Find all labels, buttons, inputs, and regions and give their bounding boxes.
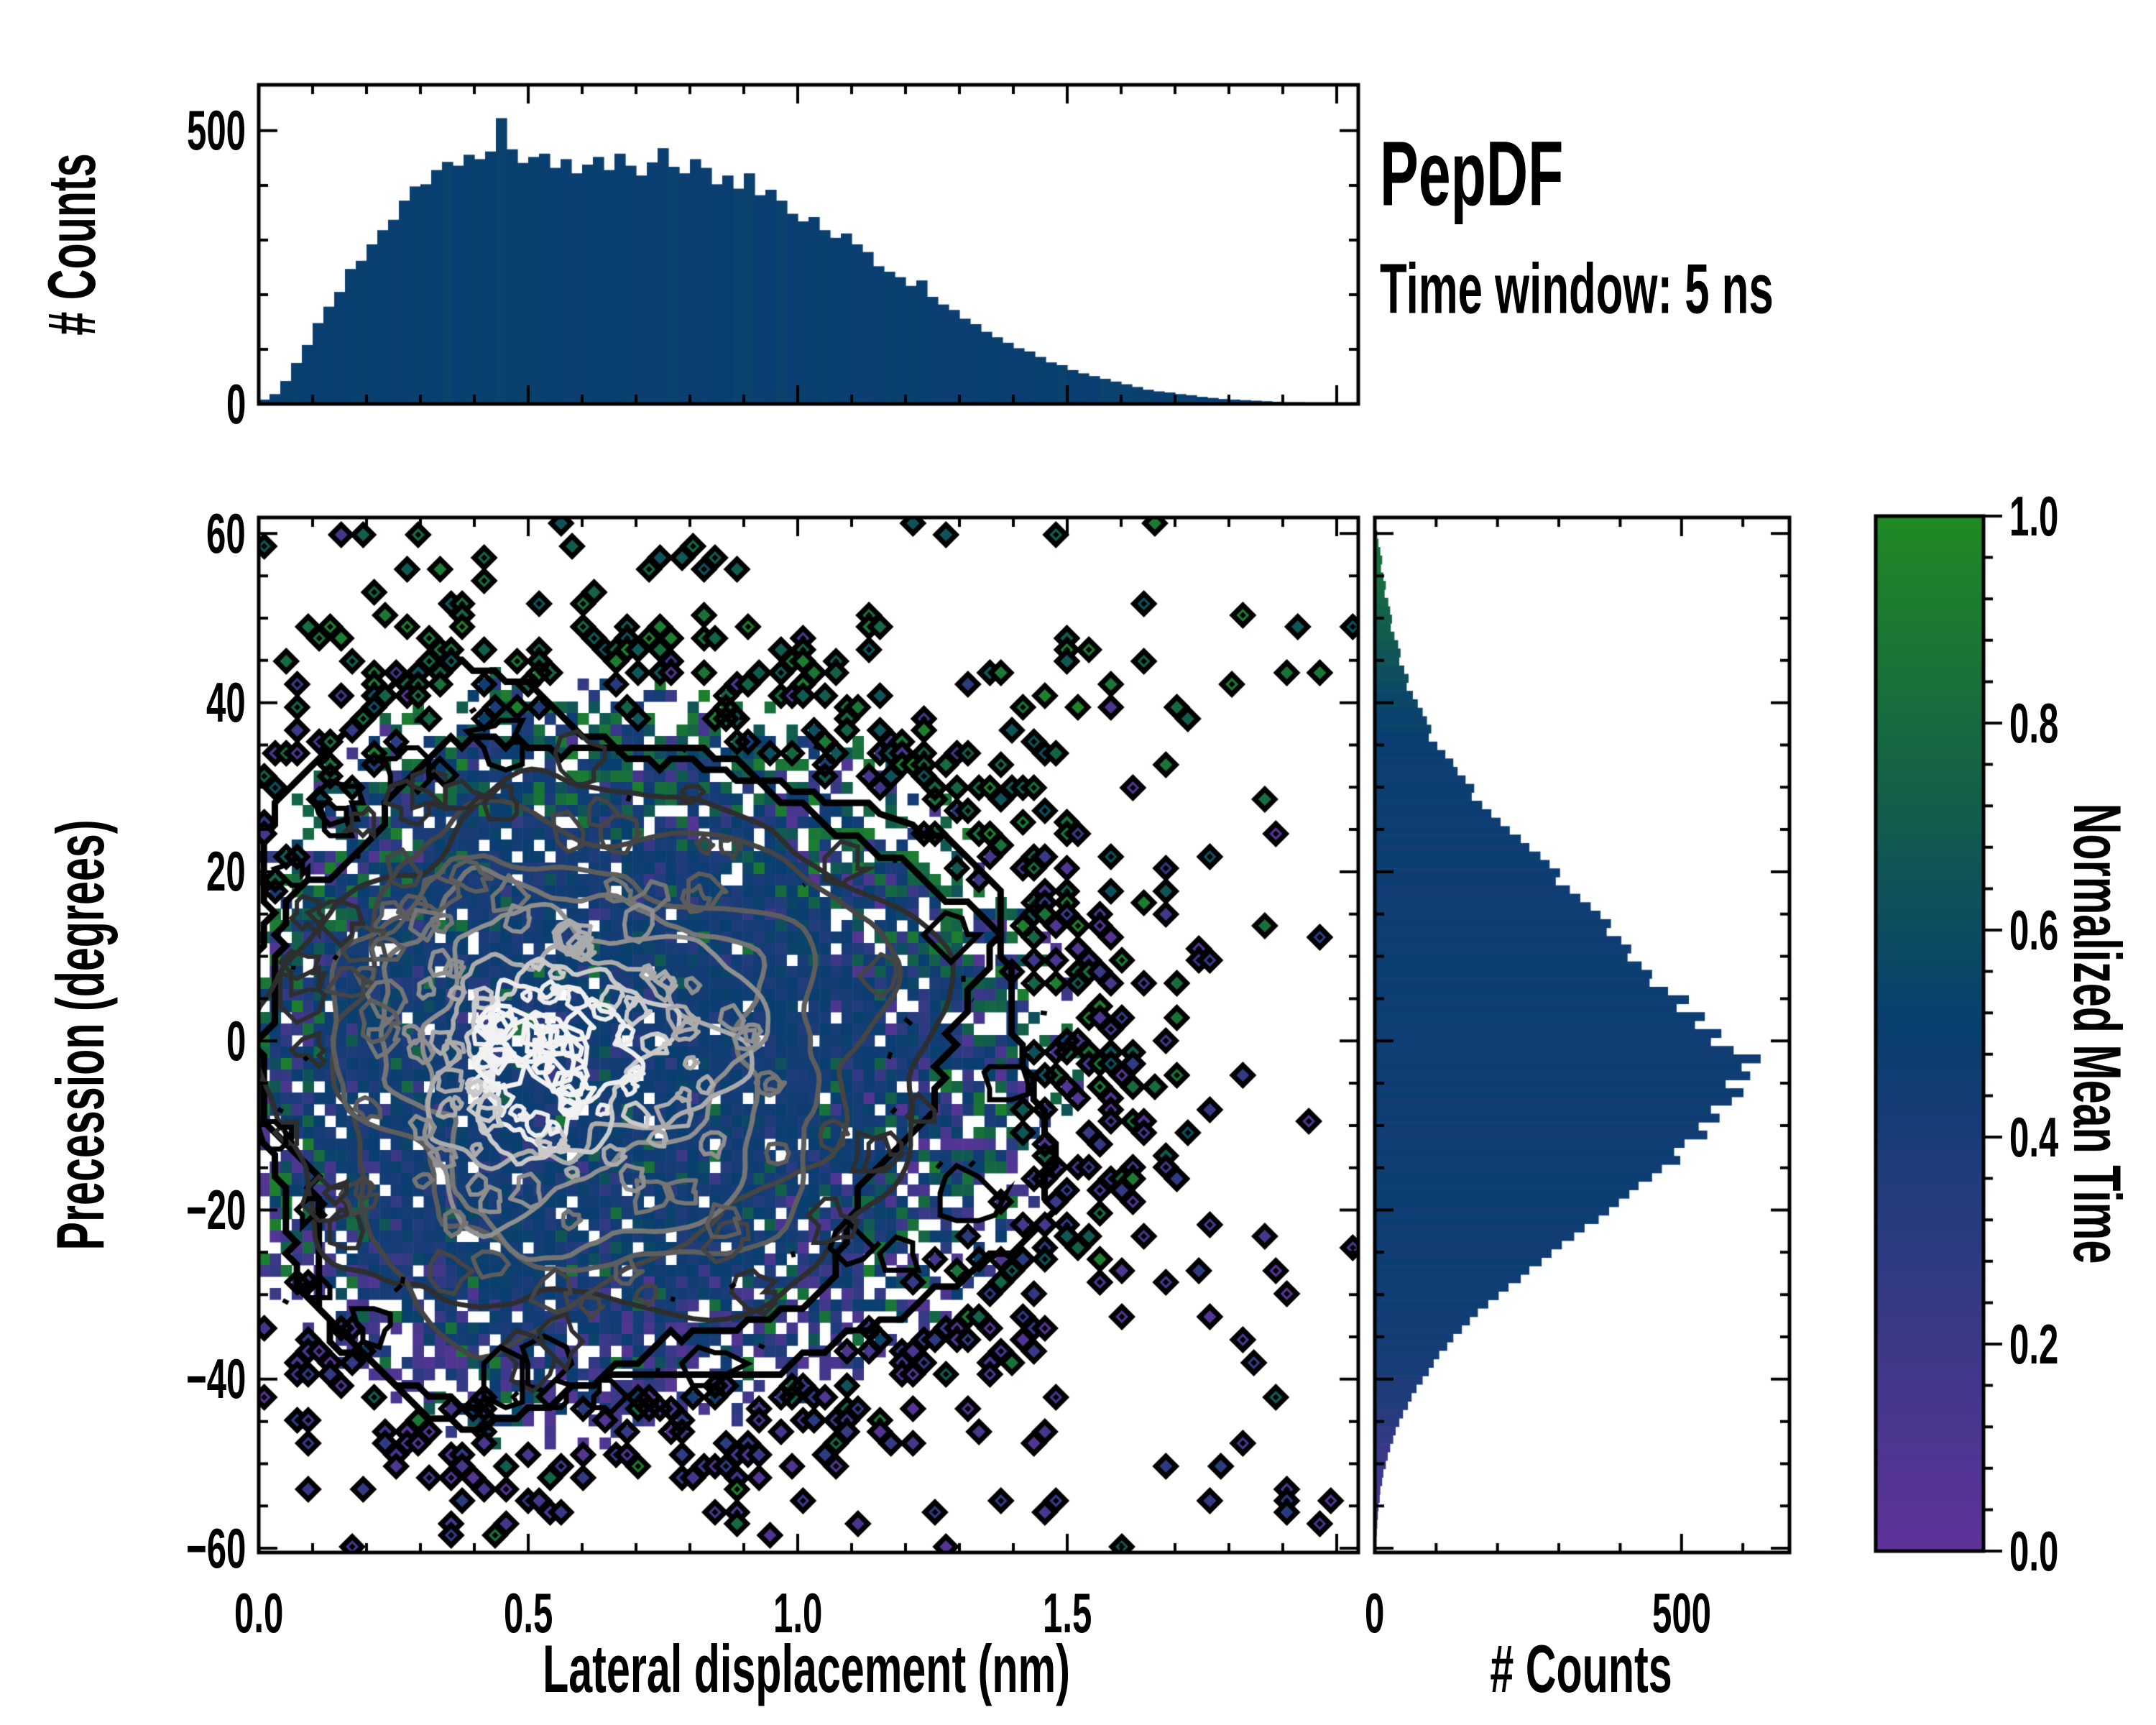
main-xtick-1.0: 1.0 xyxy=(773,1581,823,1644)
right-hist-xtick-0: 0 xyxy=(1365,1581,1385,1644)
main-ytick-0: 0 xyxy=(226,1008,247,1072)
colorbar-tick-0.6: 0.6 xyxy=(2009,898,2059,962)
main-ytick-20: 20 xyxy=(206,840,246,903)
main-ytick-40: 40 xyxy=(206,671,246,735)
plot-title: PepDF xyxy=(1380,122,1564,226)
colorbar-tick-0.4: 0.4 xyxy=(2009,1105,2059,1169)
top-histogram-y-axis-label: # Counts xyxy=(34,153,109,336)
top-hist-ytick-500: 500 xyxy=(187,98,247,162)
top-hist-ytick-0: 0 xyxy=(226,372,247,436)
main-y-axis-label: Precession (degrees) xyxy=(42,819,118,1251)
colorbar-tick-0.2: 0.2 xyxy=(2009,1312,2059,1376)
colorbar-tick-0.0: 0.0 xyxy=(2009,1519,2059,1583)
main-ytick-60: 60 xyxy=(206,501,246,565)
colorbar-tick-0.8: 0.8 xyxy=(2009,691,2059,755)
plot-subtitle: Time window: 5 ns xyxy=(1380,249,1774,328)
main-ytick-−40: −40 xyxy=(185,1347,247,1411)
main-xtick-1.5: 1.5 xyxy=(1042,1581,1092,1644)
right-hist-xtick-500: 500 xyxy=(1651,1581,1711,1644)
colorbar-label: Normalized Mean Time xyxy=(2060,803,2135,1264)
main-ytick-−20: −20 xyxy=(185,1178,247,1242)
right-histogram-x-axis-label: # Counts xyxy=(1490,1631,1672,1706)
colorbar-tick-1.0: 1.0 xyxy=(2009,484,2059,548)
main-ytick-−60: −60 xyxy=(185,1516,247,1580)
main-xtick-0.5: 0.5 xyxy=(503,1581,553,1644)
main-x-axis-label: Lateral displacement (nm) xyxy=(543,1631,1070,1706)
main-xtick-0.0: 0.0 xyxy=(234,1581,284,1644)
